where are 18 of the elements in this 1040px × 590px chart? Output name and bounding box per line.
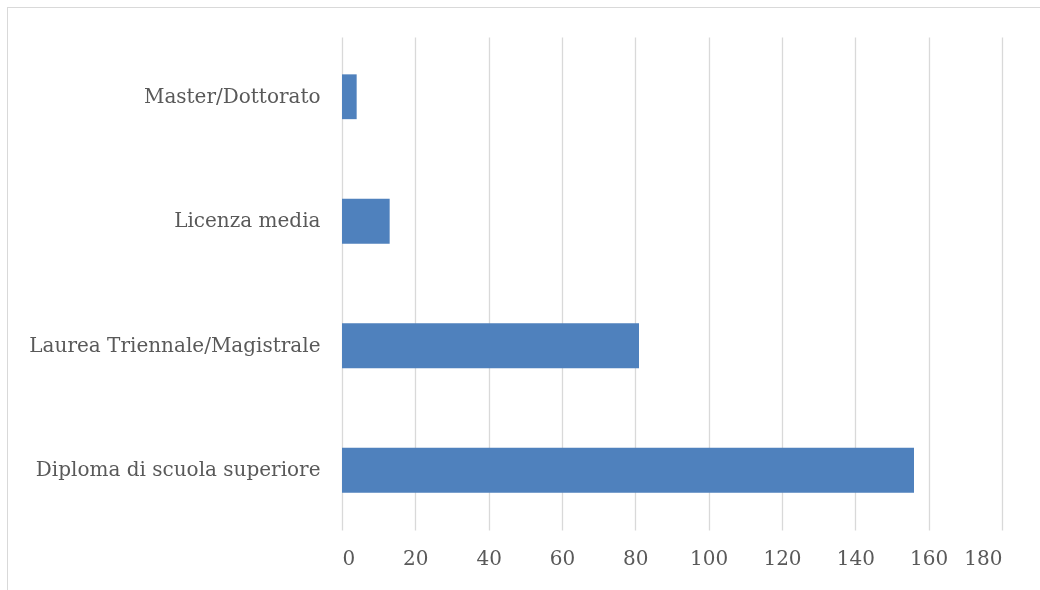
bar <box>342 198 390 244</box>
bar <box>342 323 639 369</box>
x-tick-label: 0 <box>342 545 356 570</box>
x-tick-label: 100 <box>690 545 729 570</box>
x-tick-label: 40 <box>476 545 502 570</box>
bar <box>342 74 357 120</box>
y-tick-label: Diploma di scuola superiore <box>35 457 321 482</box>
x-tick-label: 20 <box>403 545 429 570</box>
x-tick-label: 60 <box>549 545 576 570</box>
x-tick-label: 140 <box>836 545 875 570</box>
x-tick-label: 180 <box>964 545 1003 570</box>
x-tick-label: 160 <box>910 545 949 570</box>
x-tick-label: 80 <box>623 545 649 570</box>
y-tick-label: Laurea Triennale/Magistrale <box>29 332 321 357</box>
x-tick-label: 120 <box>763 545 802 570</box>
y-tick-label: Master/Dottorato <box>143 83 321 108</box>
bar <box>342 447 914 493</box>
y-tick-label: Licenza media <box>174 208 321 233</box>
